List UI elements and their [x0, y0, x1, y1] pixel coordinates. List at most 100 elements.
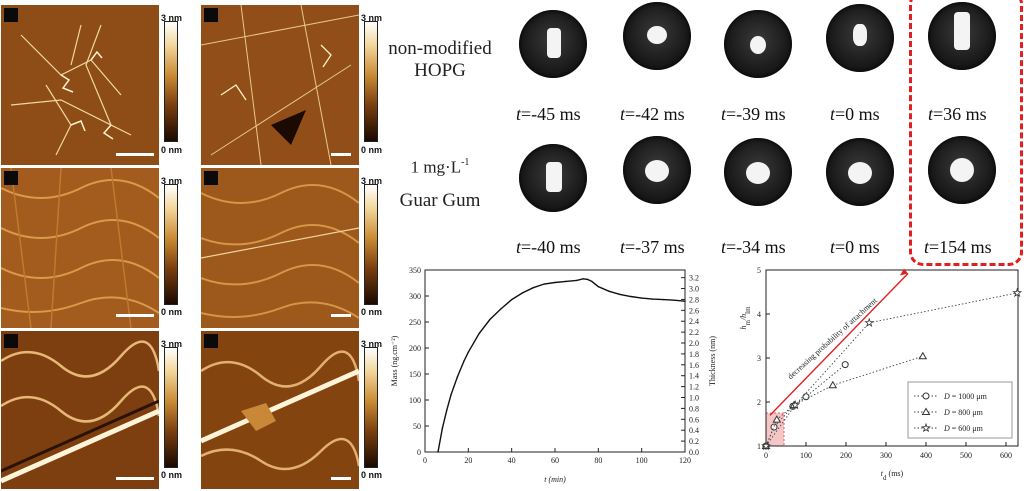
legend-label: D = 600 μm [943, 424, 984, 433]
x-tick-label: 120 [679, 456, 691, 465]
x-tick-label: 400 [920, 451, 932, 460]
droplet-image [826, 138, 894, 206]
x-tick-label: 300 [880, 451, 892, 460]
x-tick-label: 0 [423, 456, 427, 465]
mass-data-point [640, 297, 643, 299]
x-tick-label: 60 [551, 456, 559, 465]
bubble-core [746, 162, 770, 184]
y-tick-label: 1 [757, 442, 761, 451]
star-marker [761, 440, 771, 451]
y2-tick-label: 1.2 [689, 383, 699, 392]
afm-texture [1, 5, 159, 165]
mass-data-point [673, 299, 675, 301]
bubble-core [954, 12, 970, 50]
bubble-core [546, 162, 562, 192]
y2-tick-label: 2.4 [689, 317, 699, 326]
bubble-core [645, 160, 669, 182]
time-var: t [830, 237, 836, 257]
attachment-scatter-chart: 0 100 200 300 400 500 600 1 2 3 4 5 td (ms) hm/hlm dec… [739, 266, 1022, 482]
mass-data-point [489, 318, 491, 321]
mass-data-point [521, 292, 524, 294]
concentration-exponent: -1 [461, 157, 470, 168]
y-tick-label: 200 [409, 344, 421, 353]
time-var: t [924, 237, 930, 257]
droplet-image [623, 2, 691, 70]
y-tick-label: 2 [757, 398, 761, 407]
y2-tick-label: 2.6 [689, 306, 699, 315]
droplet-image [928, 136, 996, 204]
mass-data-point [630, 295, 632, 298]
y2-tick-label: 2.0 [689, 339, 699, 348]
mass-data-point [597, 285, 600, 288]
time-var: t [928, 104, 934, 124]
colorbar-max-label: 3 nm [361, 13, 383, 23]
time-var: t [721, 104, 727, 124]
star-marker [921, 422, 931, 433]
afm-colorbar [364, 347, 378, 468]
time-value: =-37 ms [625, 237, 685, 257]
y-tick-label: 4 [757, 310, 761, 319]
mass-data-point [575, 279, 578, 282]
y-tick-label: 3 [757, 354, 761, 363]
time-label: t=0 ms [830, 237, 880, 258]
y2-axis-label: Thickness (nm) [708, 336, 717, 386]
y-tick-label: 50 [413, 422, 421, 431]
time-label: t=0 ms [830, 104, 880, 125]
arrow-head-icon [900, 268, 908, 276]
time-label: t=-39 ms [721, 104, 786, 125]
time-var: t [830, 104, 836, 124]
x-tick-label: 200 [840, 451, 852, 460]
afm-texture [1, 331, 159, 489]
afm-image-guar-1 [1, 168, 159, 328]
mass-data-point [608, 290, 610, 293]
circle-marker [841, 361, 849, 369]
droplet-image [826, 4, 894, 72]
time-label: t=-34 ms [721, 237, 786, 258]
y2-tick-label: 1.6 [689, 361, 699, 370]
time-label: t=-45 ms [516, 104, 581, 125]
decreasing-attachment-arrow [769, 273, 909, 416]
time-value: =0 ms [835, 104, 880, 124]
mass-data-point [565, 280, 567, 283]
droplet-image [928, 2, 996, 70]
mass-data-point [582, 278, 584, 280]
afm-corner-marker [4, 171, 18, 185]
y-tick-label: 350 [409, 266, 421, 275]
mass-data-point [445, 409, 448, 412]
y2-tick-label: 3.2 [689, 274, 699, 283]
arrow-annotation: decreasing probability of attachment [786, 296, 880, 382]
mass-data-point [586, 278, 589, 281]
star-marker [790, 399, 801, 410]
star-marker [864, 317, 875, 327]
afm-corner-marker [4, 334, 18, 348]
time-label: t=154 ms [924, 237, 992, 258]
afm-colorbar [164, 184, 178, 305]
mass-data-point [467, 351, 470, 353]
x-tick-label: 0 [764, 451, 768, 460]
mass-data-point [510, 298, 513, 301]
time-value: =154 ms [929, 237, 992, 257]
colorbar-min-label: 0 nm [161, 307, 183, 317]
triangle-marker [828, 380, 838, 389]
colorbar-max-label: 3 nm [361, 176, 383, 186]
afm-image-hopg-2 [201, 5, 359, 165]
time-var: t [721, 237, 727, 257]
time-label: t=-37 ms [620, 237, 685, 258]
row-label-line: non-modified [388, 38, 492, 59]
afm-colorbar [364, 21, 378, 142]
mass-data-point [684, 300, 686, 302]
mass-data-point [619, 293, 621, 296]
afm-colorbar [364, 184, 378, 305]
bubble-core [853, 24, 867, 46]
y-tick-label: 5 [757, 266, 761, 275]
afm-corner-marker [204, 8, 218, 22]
y2-tick-label: 2.2 [689, 328, 699, 337]
time-value: =-45 ms [521, 104, 581, 124]
circle-marker [922, 392, 930, 400]
y-tick-label: 300 [409, 292, 421, 301]
afm-corner-marker [4, 8, 18, 22]
afm-colorbar [164, 21, 178, 142]
colorbar-max-label: 3 nm [361, 339, 383, 349]
mass-data-point [662, 298, 665, 301]
time-var: t [516, 104, 522, 124]
